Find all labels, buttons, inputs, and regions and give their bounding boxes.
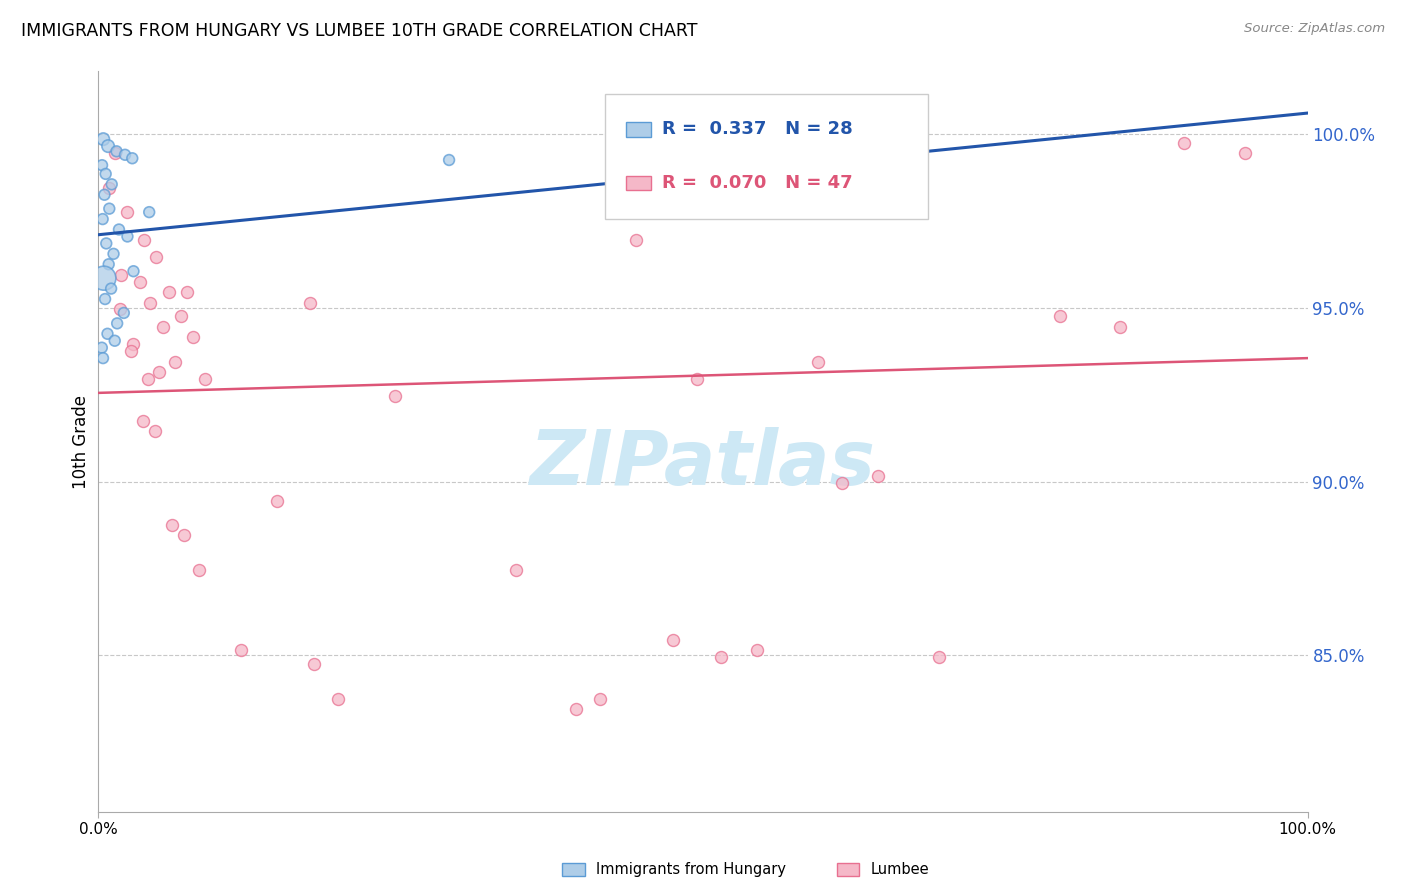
Text: ZIPatlas: ZIPatlas — [530, 427, 876, 501]
Point — [589, 691, 612, 706]
Point — [187, 563, 209, 577]
Point — [128, 275, 150, 289]
Point — [157, 285, 180, 299]
Point — [173, 528, 195, 542]
Point — [229, 643, 252, 657]
Point — [152, 319, 174, 334]
Point — [747, 643, 769, 657]
Point — [112, 306, 135, 320]
Point — [97, 257, 120, 271]
Point — [143, 424, 166, 438]
Point — [565, 702, 588, 716]
Point — [132, 414, 155, 428]
Point — [108, 222, 131, 236]
Point — [138, 205, 160, 219]
Point — [1109, 319, 1132, 334]
Point — [626, 233, 648, 247]
Point — [121, 151, 143, 165]
Point — [90, 341, 112, 355]
Point — [91, 351, 114, 365]
Point — [98, 202, 121, 216]
Point — [662, 632, 685, 647]
Point — [1049, 310, 1071, 324]
Point — [93, 187, 115, 202]
Point — [139, 295, 162, 310]
Point — [91, 212, 114, 227]
Point — [302, 657, 325, 671]
Point — [326, 691, 349, 706]
Point — [163, 354, 186, 368]
Point — [117, 229, 139, 244]
Point — [181, 330, 204, 344]
Point — [114, 148, 136, 162]
Point — [120, 344, 142, 359]
Text: Immigrants from Hungary: Immigrants from Hungary — [596, 863, 786, 877]
Point — [100, 178, 122, 192]
Point — [122, 264, 145, 278]
Text: Lumbee: Lumbee — [870, 863, 929, 877]
Text: R =  0.337   N = 28: R = 0.337 N = 28 — [662, 120, 853, 138]
Y-axis label: 10th Grade: 10th Grade — [72, 394, 90, 489]
Point — [928, 650, 950, 665]
Point — [105, 317, 128, 331]
Point — [96, 326, 118, 341]
Point — [148, 365, 170, 379]
Point — [807, 354, 830, 368]
Point — [145, 250, 167, 264]
Point — [108, 302, 131, 317]
Point — [710, 650, 733, 665]
Point — [110, 268, 132, 282]
Point — [176, 285, 198, 299]
Point — [93, 271, 115, 285]
Text: R =  0.070   N = 47: R = 0.070 N = 47 — [662, 174, 853, 192]
Point — [94, 167, 117, 181]
Point — [868, 469, 890, 483]
Point — [122, 337, 145, 351]
Point — [134, 233, 156, 247]
Text: IMMIGRANTS FROM HUNGARY VS LUMBEE 10TH GRADE CORRELATION CHART: IMMIGRANTS FROM HUNGARY VS LUMBEE 10TH G… — [21, 22, 697, 40]
Point — [91, 158, 114, 172]
Point — [136, 372, 159, 386]
Point — [117, 205, 139, 219]
Point — [103, 247, 125, 261]
Point — [299, 295, 322, 310]
Point — [104, 334, 127, 348]
Point — [104, 146, 127, 161]
Point — [94, 292, 117, 306]
Point — [686, 372, 709, 386]
Point — [266, 493, 288, 508]
Point — [100, 282, 122, 296]
Point — [384, 389, 406, 403]
Point — [1173, 136, 1195, 150]
Point — [1233, 146, 1256, 161]
Point — [437, 153, 460, 167]
Point — [194, 372, 217, 386]
Point — [105, 145, 128, 159]
Point — [91, 132, 114, 146]
Point — [97, 139, 120, 153]
Point — [505, 563, 527, 577]
Text: Source: ZipAtlas.com: Source: ZipAtlas.com — [1244, 22, 1385, 36]
Point — [169, 310, 191, 324]
Point — [831, 476, 853, 491]
Point — [98, 181, 121, 195]
Point — [96, 236, 118, 251]
Point — [160, 518, 183, 533]
